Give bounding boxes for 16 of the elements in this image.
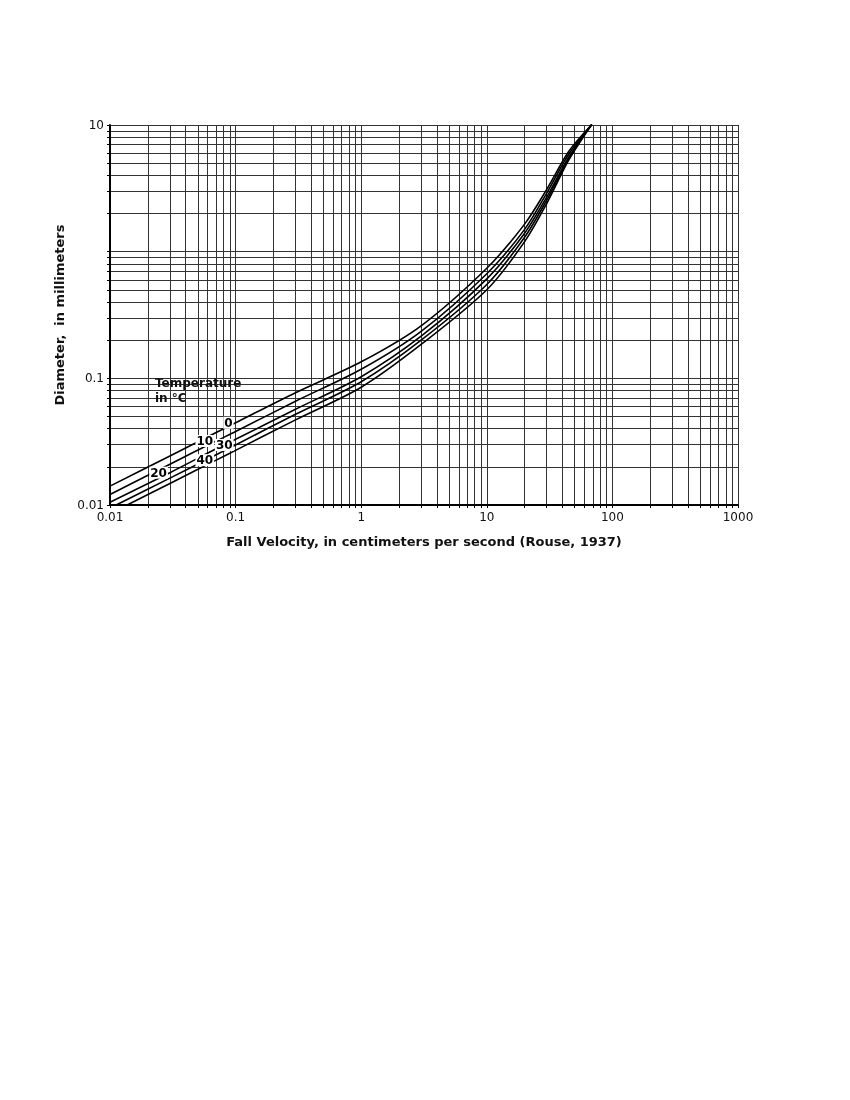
x-tick-label: 1000	[722, 510, 754, 524]
series-label: 40	[196, 453, 214, 468]
y-tick-label: 0.01	[77, 498, 104, 512]
x-tick-label: 1	[357, 510, 366, 524]
series-label: 10	[196, 434, 214, 449]
y-tick-label: 0.1	[84, 371, 104, 386]
series-label: 0	[224, 415, 233, 430]
x-tick-label: 10	[479, 510, 495, 524]
x-tick-label: 0.1	[226, 510, 246, 524]
y-tick-label: 10	[88, 118, 104, 132]
y-axis-title: Diameter, in millimeters	[52, 224, 68, 406]
series-label: 20	[150, 465, 167, 480]
x-tick-label: 0.01	[96, 510, 124, 524]
x-tick-label: 100	[600, 510, 624, 524]
series-label: 30	[215, 437, 233, 452]
x-axis-title: Fall Velocity, in centimeters per second (Rouse, 1937)	[226, 534, 622, 549]
